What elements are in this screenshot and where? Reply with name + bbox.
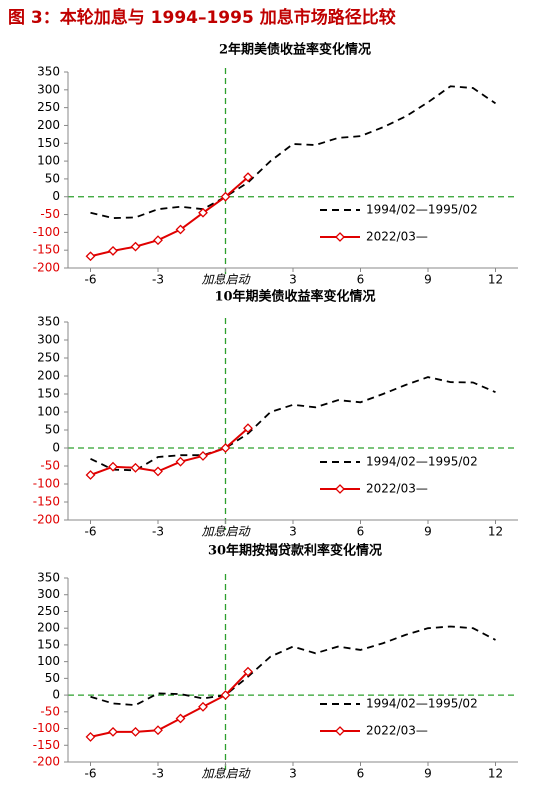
x-tick-label: 12 [488, 525, 503, 539]
legend-label: 2022/03— [366, 724, 428, 738]
y-tick-label: -150 [33, 243, 60, 257]
y-tick-label: -50 [40, 704, 60, 718]
data-point [175, 456, 186, 467]
y-tick-label: -150 [33, 738, 60, 752]
y-tick-label: 150 [37, 136, 60, 150]
series-line [90, 85, 497, 220]
y-tick-label: 250 [37, 604, 60, 618]
x-tick-label: 9 [424, 273, 432, 287]
data-point [175, 713, 186, 724]
x-tick-label: 12 [488, 767, 503, 781]
x-tick-label: 加息启动 [201, 767, 251, 781]
legend-marker [335, 726, 345, 736]
y-tick-label: -50 [40, 207, 60, 221]
chart-subtitle: 2年期美债收益率变化情况 [219, 42, 371, 58]
data-point [85, 251, 96, 262]
y-tick-label: -200 [33, 755, 60, 769]
legend-label: 2022/03— [366, 482, 428, 496]
y-tick-label: -200 [33, 513, 60, 527]
y-tick-label: 100 [37, 654, 60, 668]
y-tick-label: 250 [37, 351, 60, 365]
y-tick-label: 350 [37, 315, 60, 329]
y-tick-label: -100 [33, 477, 60, 491]
x-tick-label: -3 [152, 273, 164, 287]
x-tick-label: -3 [152, 525, 164, 539]
y-tick-label: 50 [45, 423, 60, 437]
y-tick-label: -200 [33, 261, 60, 275]
legend-label: 2022/03— [366, 230, 428, 244]
x-tick-label: 12 [488, 273, 503, 287]
data-point [85, 470, 96, 480]
x-tick-label: 加息启动 [201, 273, 251, 287]
y-tick-label: 200 [37, 369, 60, 383]
y-tick-label: 150 [37, 387, 60, 401]
x-tick-label: 6 [357, 767, 365, 781]
chart-subtitle: 30年期按揭贷款利率变化情况 [208, 543, 382, 559]
y-tick-label: 200 [37, 118, 60, 132]
data-point [220, 191, 231, 202]
data-point [243, 423, 253, 434]
x-tick-label: 9 [424, 525, 432, 539]
y-tick-label: 300 [37, 333, 60, 347]
y-tick-label: 200 [37, 621, 60, 635]
legend-marker [335, 484, 345, 494]
y-tick-label: 250 [37, 100, 60, 114]
x-tick-label: 3 [289, 525, 297, 539]
data-point [108, 726, 118, 737]
x-tick-label: -6 [85, 273, 97, 287]
data-point [243, 666, 253, 677]
data-point [153, 235, 163, 246]
data-point [153, 725, 163, 736]
data-point [153, 466, 163, 477]
x-tick-label: 9 [424, 767, 432, 781]
data-point [198, 451, 208, 461]
y-tick-label: -150 [33, 495, 60, 509]
y-tick-label: 50 [45, 171, 60, 185]
data-point [198, 207, 208, 218]
data-point [243, 172, 253, 183]
y-tick-label: -50 [40, 459, 60, 473]
y-tick-label: 300 [37, 587, 60, 601]
x-tick-label: 3 [289, 767, 297, 781]
y-tick-label: 350 [37, 65, 60, 79]
x-tick-label: -6 [85, 525, 97, 539]
data-point [175, 224, 186, 235]
data-point [220, 443, 231, 453]
y-tick-label: 50 [45, 671, 60, 685]
x-tick-label: 3 [289, 273, 297, 287]
series-line [90, 625, 496, 707]
x-tick-label: 加息启动 [201, 525, 251, 539]
data-point [130, 726, 141, 737]
data-point [130, 241, 141, 252]
x-tick-label: 6 [357, 525, 365, 539]
x-tick-label: -6 [85, 767, 97, 781]
legend-label: 1994/02—1995/02 [366, 203, 478, 217]
y-tick-label: 100 [37, 154, 60, 168]
y-tick-label: 0 [52, 189, 60, 203]
data-point [198, 701, 208, 712]
data-point [108, 245, 118, 256]
legend-marker [335, 232, 345, 242]
y-tick-label: 150 [37, 637, 60, 651]
y-tick-label: 0 [52, 441, 60, 455]
y-tick-label: 100 [37, 405, 60, 419]
x-tick-label: -3 [152, 767, 164, 781]
data-point [108, 461, 118, 472]
y-tick-label: -100 [33, 225, 60, 239]
data-point [85, 731, 96, 742]
series-line [90, 176, 249, 258]
legend-label: 1994/02—1995/02 [366, 455, 478, 469]
y-tick-label: 350 [37, 571, 60, 585]
page-title: 图 3：本轮加息与 1994–1995 加息市场路径比较 [8, 7, 396, 28]
legend-label: 1994/02—1995/02 [366, 697, 478, 711]
data-point [130, 462, 141, 473]
y-tick-label: 0 [52, 688, 60, 702]
chart-subtitle: 10年期美债收益率变化情况 [214, 289, 375, 305]
x-tick-label: 6 [357, 273, 365, 287]
y-tick-label: -100 [33, 721, 60, 735]
y-tick-label: 300 [37, 82, 60, 96]
series-line [90, 376, 496, 472]
data-point [220, 690, 231, 701]
